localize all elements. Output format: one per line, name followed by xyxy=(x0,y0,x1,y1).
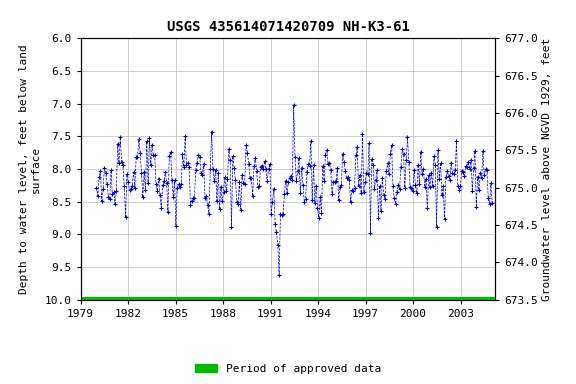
Y-axis label: Depth to water level, feet below land
surface: Depth to water level, feet below land su… xyxy=(19,44,40,294)
Title: USGS 435614071420709 NH-K3-61: USGS 435614071420709 NH-K3-61 xyxy=(166,20,410,35)
Legend: Period of approved data: Period of approved data xyxy=(191,359,385,379)
Y-axis label: Groundwater level above NGVD 1929, feet: Groundwater level above NGVD 1929, feet xyxy=(543,37,552,301)
